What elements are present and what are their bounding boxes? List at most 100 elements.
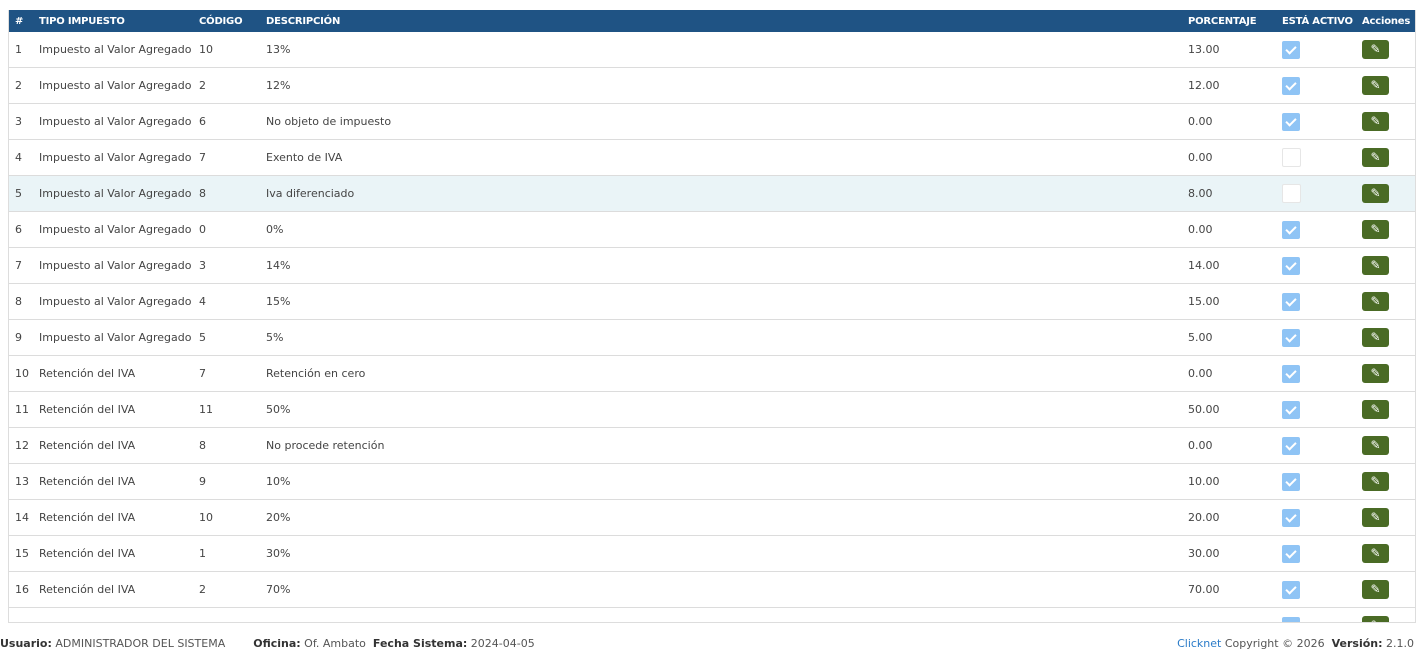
edit-button[interactable]: ✎	[1362, 148, 1389, 167]
cell-descripcion: 12%	[266, 67, 1188, 104]
cell-activo	[1282, 283, 1362, 320]
active-checkbox[interactable]	[1282, 616, 1300, 622]
cell-acciones: ✎	[1362, 283, 1415, 320]
cell-codigo: 9	[199, 463, 266, 500]
edit-button[interactable]: ✎	[1362, 544, 1389, 563]
cell-tipo: Retención del IVA	[39, 427, 199, 464]
cell-descripcion: No procede retención	[266, 427, 1188, 464]
edit-button[interactable]: ✎	[1362, 328, 1389, 347]
cell-descripcion	[266, 607, 1188, 622]
edit-button[interactable]: ✎	[1362, 220, 1389, 239]
active-checkbox[interactable]	[1282, 40, 1300, 59]
cell-tipo: Retención del IVA	[39, 463, 199, 500]
pencil-icon: ✎	[1370, 222, 1381, 236]
cell-tipo: Retención del IVA	[39, 499, 199, 536]
cell-activo	[1282, 175, 1362, 212]
active-checkbox[interactable]	[1282, 436, 1300, 455]
edit-button[interactable]: ✎	[1362, 436, 1389, 455]
cell-porcentaje: 50.00	[1188, 391, 1282, 428]
active-checkbox[interactable]	[1282, 400, 1300, 419]
active-checkbox[interactable]	[1282, 580, 1300, 599]
active-checkbox[interactable]	[1282, 544, 1300, 563]
cell-tipo: Impuesto al Valor Agregado	[39, 211, 199, 248]
pencil-icon: ✎	[1370, 510, 1381, 524]
cell-number: 5	[9, 175, 39, 212]
edit-button[interactable]: ✎	[1362, 256, 1389, 275]
edit-button[interactable]: ✎	[1362, 76, 1389, 95]
active-checkbox[interactable]	[1282, 76, 1300, 95]
cell-number: 8	[9, 283, 39, 320]
edit-button[interactable]: ✎	[1362, 184, 1389, 203]
cell-acciones: ✎	[1362, 535, 1415, 572]
active-checkbox[interactable]	[1282, 508, 1300, 527]
cell-acciones: ✎	[1362, 463, 1415, 500]
cell-activo	[1282, 103, 1362, 140]
active-checkbox[interactable]	[1282, 328, 1300, 347]
table-row: 1 Impuesto al Valor Agregado 10 13% 13.00 ✎	[9, 32, 1415, 68]
brand-link[interactable]: Clicknet	[1177, 637, 1222, 650]
active-checkbox[interactable]	[1282, 256, 1300, 275]
pencil-icon: ✎	[1370, 186, 1381, 200]
cell-acciones: ✎	[1362, 247, 1415, 284]
version-value: 2.1.0	[1386, 637, 1414, 650]
cell-codigo: 8	[199, 175, 266, 212]
cell-porcentaje: 0.00	[1188, 139, 1282, 176]
table-row: ✎	[9, 607, 1415, 622]
cell-acciones: ✎	[1362, 427, 1415, 464]
edit-button[interactable]: ✎	[1362, 364, 1389, 383]
cell-codigo: 6	[199, 103, 266, 140]
edit-button[interactable]: ✎	[1362, 508, 1389, 527]
pencil-icon: ✎	[1370, 618, 1380, 622]
cell-number: 13	[9, 463, 39, 500]
cell-acciones: ✎	[1362, 211, 1415, 248]
cell-descripcion: 50%	[266, 391, 1188, 428]
cell-porcentaje: 14.00	[1188, 247, 1282, 284]
cell-number: 9	[9, 319, 39, 356]
active-checkbox[interactable]	[1282, 148, 1301, 167]
cell-number: 7	[9, 247, 39, 284]
cell-activo	[1282, 67, 1362, 104]
pencil-icon: ✎	[1370, 294, 1381, 308]
cell-activo	[1282, 571, 1362, 608]
edit-button[interactable]: ✎	[1362, 616, 1389, 622]
cell-tipo: Impuesto al Valor Agregado	[39, 67, 199, 104]
cell-number: 6	[9, 211, 39, 248]
cell-tipo: Impuesto al Valor Agregado	[39, 103, 199, 140]
table-row: 2 Impuesto al Valor Agregado 2 12% 12.00 ✎	[9, 67, 1415, 104]
cell-descripcion: 14%	[266, 247, 1188, 284]
cell-porcentaje: 0.00	[1188, 211, 1282, 248]
cell-descripcion: Exento de IVA	[266, 139, 1188, 176]
cell-activo	[1282, 32, 1362, 68]
pencil-icon: ✎	[1370, 474, 1381, 488]
office-value: Of. Ambato	[304, 637, 366, 650]
cell-codigo: 10	[199, 32, 266, 68]
edit-button[interactable]: ✎	[1362, 112, 1389, 131]
cell-descripcion: 5%	[266, 319, 1188, 356]
active-checkbox[interactable]	[1282, 220, 1300, 239]
active-checkbox[interactable]	[1282, 112, 1300, 131]
edit-button[interactable]: ✎	[1362, 472, 1389, 491]
table-row: 9 Impuesto al Valor Agregado 5 5% 5.00 ✎	[9, 319, 1415, 356]
cell-activo	[1282, 499, 1362, 536]
edit-button[interactable]: ✎	[1362, 580, 1389, 599]
table-row: 13 Retención del IVA 9 10% 10.00 ✎	[9, 463, 1415, 500]
header-col-descripcion: DESCRIPCIÓN	[266, 10, 1188, 32]
active-checkbox[interactable]	[1282, 292, 1300, 311]
edit-button[interactable]: ✎	[1362, 40, 1389, 59]
cell-porcentaje: 30.00	[1188, 535, 1282, 572]
cell-number: 4	[9, 139, 39, 176]
active-checkbox[interactable]	[1282, 364, 1300, 383]
user-label: Usuario:	[0, 637, 52, 650]
cell-number	[9, 607, 39, 622]
cell-acciones: ✎	[1362, 67, 1415, 104]
cell-activo	[1282, 211, 1362, 248]
edit-button[interactable]: ✎	[1362, 400, 1389, 419]
cell-descripcion: 30%	[266, 535, 1188, 572]
active-checkbox[interactable]	[1282, 184, 1301, 203]
cell-number: 3	[9, 103, 39, 140]
edit-button[interactable]: ✎	[1362, 292, 1389, 311]
table-row: 11 Retención del IVA 11 50% 50.00 ✎	[9, 391, 1415, 428]
version-label: Versión:	[1331, 637, 1383, 650]
cell-porcentaje: 15.00	[1188, 283, 1282, 320]
active-checkbox[interactable]	[1282, 472, 1300, 491]
